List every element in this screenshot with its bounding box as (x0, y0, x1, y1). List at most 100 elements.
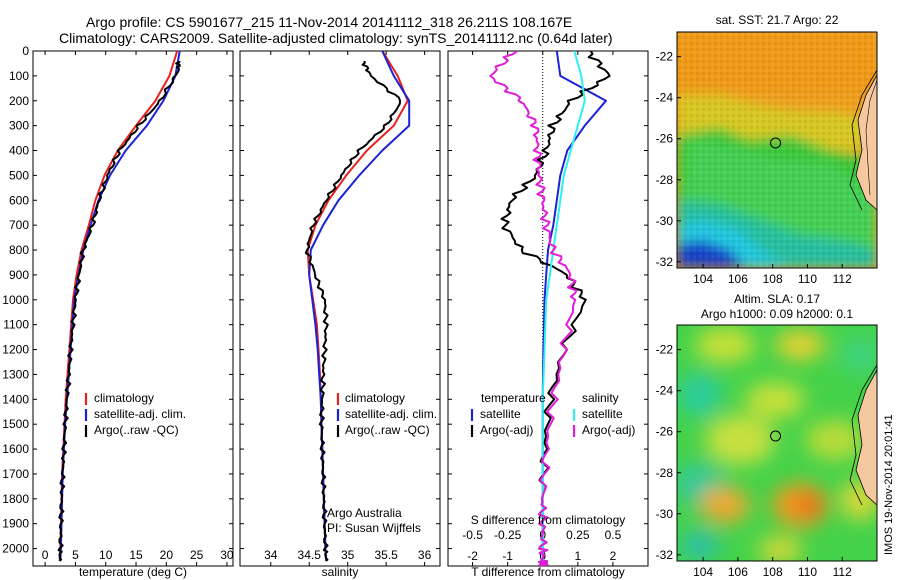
x-tick-label: 25 (190, 548, 204, 562)
map-y-tick-label: -32 (656, 255, 674, 269)
depth-tick-label: 0 (22, 44, 29, 58)
x-tick-label: 36 (418, 548, 432, 562)
s-tick-label: -0.25 (494, 528, 522, 542)
map-x-tick-label: 106 (728, 565, 748, 579)
sla-map-field (677, 325, 877, 561)
map-x-tick-label: 108 (763, 272, 783, 286)
legend-label-t-satellite: satellite (480, 407, 521, 421)
map-y-tick-label: -26 (656, 132, 674, 146)
x-tick-label: 15 (129, 548, 143, 562)
difference-xlabel: T difference from climatology (471, 565, 625, 579)
map-x-tick-label: 104 (693, 565, 713, 579)
x-tick-label: -2 (467, 549, 478, 563)
map-x-tick-label: 112 (833, 272, 852, 286)
depth-tick-label: 1600 (2, 442, 29, 456)
depth-tick-label: 500 (9, 168, 29, 182)
x-tick-label: 34.5 (298, 548, 322, 562)
legend-label-s-argo: Argo(-adj) (582, 423, 635, 437)
series-line-temperature-argo-adj- (500, 51, 611, 566)
x-tick-label: 5 (72, 548, 79, 562)
salinity-annotation-pi: PI: Susan Wijffels (327, 521, 421, 535)
imos-timestamp: IMOS 19-Nov-2014 20:01:41 (883, 414, 895, 555)
figure-title-line2: Climatology: CARS2009. Satellite-adjuste… (59, 30, 613, 46)
temperature-axis: 0 5 10 15 20 25 30 (42, 51, 234, 566)
map-x-tick-label: 106 (728, 272, 748, 286)
x-tick-label: 20 (160, 548, 174, 562)
legend-label-climatology: climatology (345, 391, 405, 405)
difference-lines (489, 51, 611, 566)
map-x-tick-label: 104 (693, 272, 713, 286)
legend-label-satellite: satellite-adj. clim. (345, 407, 437, 421)
depth-tick-label: 700 (9, 218, 29, 232)
depth-tick-label: 300 (9, 119, 29, 133)
sst-map-title: sat. SST: 21.7 Argo: 22 (716, 13, 839, 27)
sla-map-axes: 104 106 108 110 112 -22 -24 -26 -28 -30 -32 (656, 343, 852, 579)
s-tick-label: 0.25 (566, 528, 590, 542)
difference-legend: temperature salinity satellite Argo(-adj… (470, 391, 635, 437)
x-tick-label: 1 (574, 549, 581, 563)
x-tick-label: 2 (610, 549, 617, 563)
difference-top-label: S difference from climatology (471, 513, 626, 527)
legend-label-argo: Argo(..raw -QC) (345, 423, 430, 437)
figure-title-line1: Argo profile: CS 5901677_215 11-Nov-2014… (86, 14, 573, 30)
map-x-tick-label: 108 (763, 565, 783, 579)
depth-tick-label: 900 (9, 268, 29, 282)
salinity-lines (304, 51, 411, 562)
depth-tick-label: 1900 (2, 517, 29, 531)
map-y-tick-label: -28 (656, 173, 674, 187)
sst-map-axes: 104 106 108 110 112 -22 -24 -26 -28 -30 -32 (656, 50, 852, 286)
x-tick-label: 0 (42, 548, 49, 562)
sst-map-field (677, 32, 877, 268)
depth-tick-label: 1300 (2, 367, 29, 381)
depth-tick-label: 400 (9, 144, 29, 158)
x-tick-label: 34 (264, 548, 278, 562)
difference-panel-frame (447, 50, 649, 567)
legend-label-satellite: satellite-adj. clim. (94, 407, 186, 421)
series-line-satellite-adj-clim- (308, 51, 411, 562)
x-tick-label: 35.5 (374, 548, 398, 562)
s-tick-label: 0.5 (605, 528, 622, 542)
series-line-argo-raw-qc- (304, 60, 401, 562)
depth-tick-label: 2000 (2, 542, 29, 556)
depth-tick-label: 1000 (2, 293, 29, 307)
sla-map-title: Altim. SLA: 0.17 (734, 292, 820, 306)
series-line-salinity-argo-adj- (489, 51, 578, 566)
temperature-panel-frame (32, 50, 234, 567)
map-y-tick-label: -30 (656, 507, 674, 521)
salinity-xlabel: salinity (322, 565, 359, 579)
depth-axis: 0 100 200 300 400 500 600 700 800 900 1000 1100 1200… (2, 44, 648, 556)
sla-map-argo-marker (770, 430, 782, 442)
depth-tick-label: 1100 (3, 318, 29, 332)
map-y-tick-label: -30 (656, 214, 674, 228)
x-tick-label: -1 (502, 549, 513, 563)
temperature-legend: climatology satellite-adj. clim. Argo(..… (84, 391, 186, 437)
series-line-argo-raw-qc- (57, 60, 181, 562)
map-y-tick-label: -28 (656, 466, 674, 480)
depth-tick-label: 100 (9, 69, 29, 83)
legend-label-s-satellite: satellite (582, 407, 623, 421)
temperature-xlabel: temperature (deg C) (79, 565, 187, 579)
series-line-salinity-satellite (541, 51, 586, 566)
map-x-tick-label: 110 (798, 272, 817, 286)
salinity-annotation-org: Argo Australia (327, 506, 402, 520)
sst-map-argo-marker (770, 137, 782, 149)
map-x-tick-label: 110 (798, 565, 817, 579)
s-tick-label: -0.5 (462, 528, 483, 542)
depth-tick-label: 1500 (2, 417, 29, 431)
salinity-axis: 34 34.5 35 35.5 36 (264, 51, 432, 566)
sst-map-frame (676, 31, 878, 269)
depth-tick-label: 600 (9, 193, 29, 207)
map-y-tick-label: -22 (656, 343, 674, 357)
depth-tick-label: 800 (9, 243, 29, 257)
temperature-lines (57, 51, 181, 562)
sla-map-subtitle: Argo h1000: 0.09 h2000: 0.1 (701, 307, 853, 321)
legend-title-salinity: salinity (582, 391, 619, 405)
legend-label-t-argo: Argo(-adj) (480, 423, 533, 437)
series-line-satellite-adj-clim- (59, 51, 181, 562)
x-tick-label: 35 (341, 548, 355, 562)
depth-tick-label: 1800 (2, 492, 29, 506)
salinity-legend: climatology satellite-adj. clim. Argo(..… (336, 391, 437, 437)
x-tick-label: 10 (99, 548, 113, 562)
legend-label-climatology: climatology (94, 391, 154, 405)
